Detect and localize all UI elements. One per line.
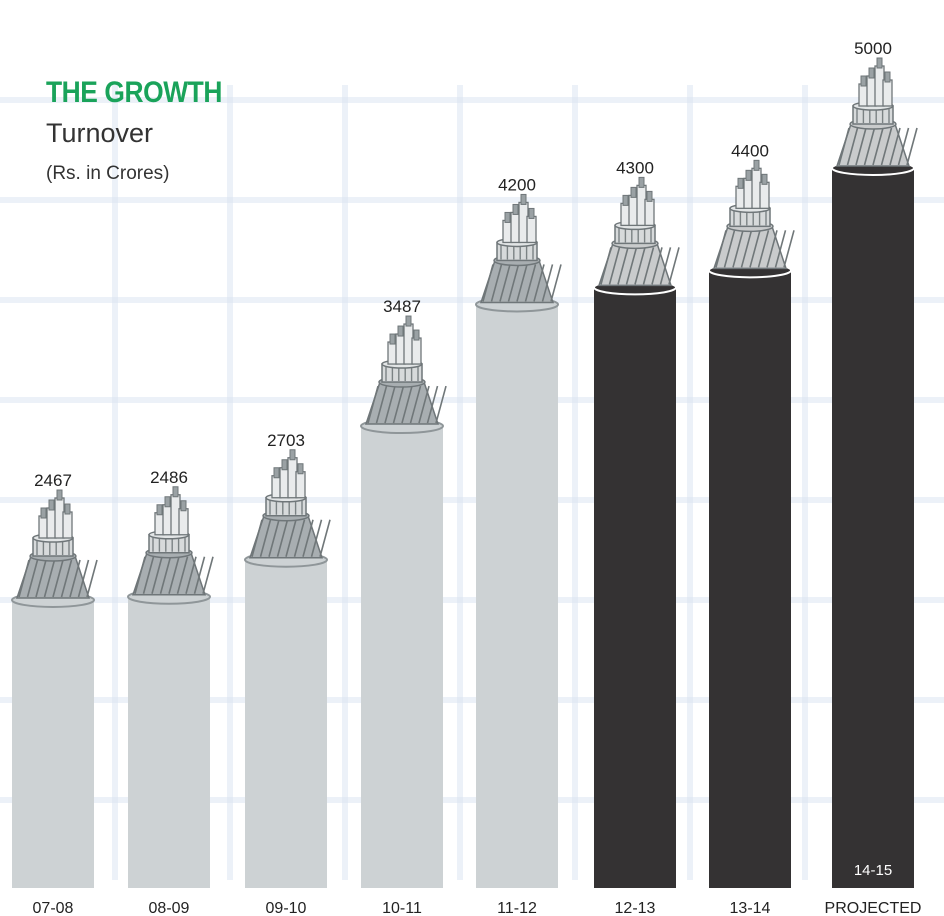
value-label: 2703	[267, 431, 305, 450]
bar-11-12: 4200 11-12	[475, 175, 562, 916]
value-label: 3487	[383, 297, 421, 316]
bar-body	[594, 287, 676, 888]
projected-year-label: 14-15	[854, 862, 892, 879]
cable-armour-icon	[712, 203, 795, 270]
category-label: 07-08	[33, 900, 74, 916]
bar-13-14: 4400 13-14	[708, 141, 795, 916]
bar-10-11: 3487 10-11	[360, 297, 447, 916]
cable-conductors-icon	[387, 315, 422, 365]
category-label: 12-13	[615, 900, 656, 916]
value-label: 2467	[34, 471, 72, 490]
value-label: 4400	[731, 141, 769, 160]
cable-armour-icon	[479, 237, 562, 304]
cable-armour-icon	[131, 530, 214, 596]
category-label: 08-09	[149, 900, 190, 916]
chart-subtitle: Turnover	[46, 118, 154, 148]
category-label: 13-14	[730, 900, 771, 916]
bar-body	[709, 270, 791, 889]
cable-conductors-icon	[858, 57, 893, 107]
cable-armour-icon	[15, 533, 98, 599]
cable-conductors-icon	[735, 159, 770, 209]
category-label: PROJECTED	[825, 900, 922, 916]
cable-conductors-icon	[271, 449, 306, 499]
bar-body	[476, 304, 558, 889]
bar-08-09: 2486 08-09	[127, 468, 214, 916]
bar-09-10: 2703 09-10	[244, 431, 331, 916]
cable-armour-icon	[364, 359, 447, 425]
bar-07-08: 2467 07-08	[11, 471, 98, 916]
bar-body	[361, 426, 443, 888]
bar-12-13: 4300 12-13	[593, 158, 680, 916]
cable-conductors-icon	[154, 486, 189, 536]
cable-conductors-icon	[620, 176, 655, 227]
bar-body	[12, 600, 94, 888]
value-label: 5000	[854, 39, 892, 58]
category-label: 11-12	[497, 900, 537, 916]
cable-armour-icon	[835, 101, 918, 167]
bar-body	[245, 559, 327, 888]
value-label: 4300	[616, 158, 654, 177]
bar-PROJECTED: 5000 PROJECTED	[825, 39, 922, 916]
cable-armour-icon	[248, 493, 331, 559]
chart-title: THE GROWTH	[46, 76, 222, 109]
bar-body	[832, 168, 914, 888]
cable-conductors-icon	[502, 193, 537, 244]
value-label: 4200	[498, 175, 536, 194]
cable-armour-icon	[597, 220, 680, 287]
category-label: 09-10	[266, 900, 307, 916]
unit-label: (Rs. in Crores)	[46, 163, 170, 184]
cable-conductors-icon	[38, 489, 73, 539]
bar-body	[128, 596, 210, 888]
category-label: 10-11	[382, 900, 422, 916]
value-label: 2486	[150, 468, 188, 487]
